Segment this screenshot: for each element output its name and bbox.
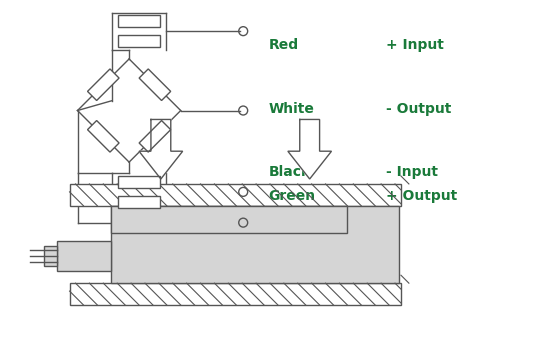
Polygon shape: [288, 119, 331, 179]
Text: - Input: - Input: [386, 165, 438, 179]
Bar: [70, 283, 401, 305]
Bar: [70, 184, 401, 206]
Bar: [139, 120, 171, 152]
Bar: [111, 206, 399, 283]
Text: Red: Red: [268, 38, 299, 52]
Bar: [111, 206, 347, 233]
Bar: [118, 15, 160, 27]
Text: Green: Green: [268, 189, 316, 203]
Bar: [118, 35, 160, 47]
Bar: [57, 241, 111, 271]
Text: - Output: - Output: [386, 102, 451, 115]
Bar: [139, 69, 171, 101]
Text: Black: Black: [268, 165, 310, 179]
Bar: [118, 176, 160, 188]
Polygon shape: [139, 119, 183, 179]
Bar: [88, 69, 119, 101]
Text: White: White: [268, 102, 314, 115]
Text: + Output: + Output: [386, 189, 457, 203]
Bar: [88, 120, 119, 152]
Bar: [44, 246, 57, 266]
Bar: [118, 196, 160, 208]
Text: + Input: + Input: [386, 38, 444, 52]
